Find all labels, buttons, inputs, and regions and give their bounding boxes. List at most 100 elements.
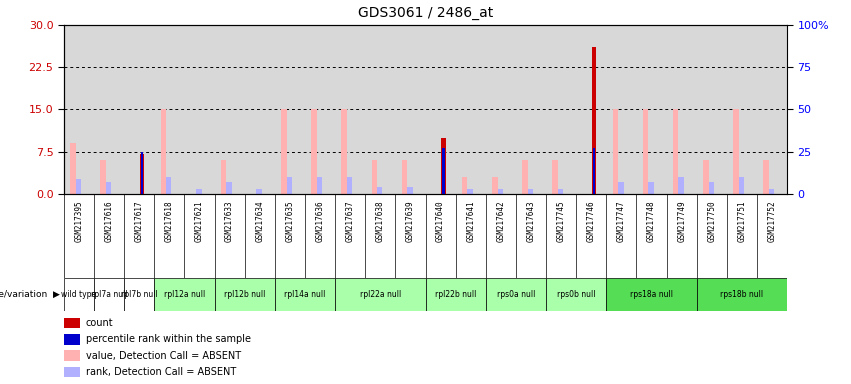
Bar <box>607 278 697 311</box>
Bar <box>593 148 596 194</box>
Bar <box>523 160 528 194</box>
Text: GSM217639: GSM217639 <box>406 201 415 242</box>
Text: wild type: wild type <box>61 290 96 299</box>
Bar <box>618 182 624 194</box>
Text: GSM217751: GSM217751 <box>738 201 746 242</box>
Text: GSM217745: GSM217745 <box>557 201 566 242</box>
Bar <box>648 182 654 194</box>
Text: GSM217637: GSM217637 <box>346 201 355 242</box>
Bar <box>141 152 143 194</box>
Bar <box>546 278 607 311</box>
Bar <box>281 109 287 194</box>
Text: rpl7b null: rpl7b null <box>121 290 157 299</box>
Text: genotype/variation  ▶: genotype/variation ▶ <box>0 290 60 299</box>
Text: rpl22b null: rpl22b null <box>435 290 477 299</box>
Bar <box>221 160 226 194</box>
Bar <box>697 278 787 311</box>
Text: GSM217636: GSM217636 <box>316 201 324 242</box>
Bar <box>347 177 352 194</box>
Bar <box>70 143 76 194</box>
Bar <box>166 177 171 194</box>
Bar <box>709 182 714 194</box>
Bar <box>124 278 154 311</box>
Bar <box>64 367 80 377</box>
Bar <box>673 109 678 194</box>
Bar <box>498 189 503 194</box>
Bar <box>402 160 407 194</box>
Bar <box>196 189 202 194</box>
Text: percentile rank within the sample: percentile rank within the sample <box>86 334 251 344</box>
Bar <box>256 189 262 194</box>
Bar <box>467 189 473 194</box>
Text: rpl12b null: rpl12b null <box>224 290 266 299</box>
Text: GSM217633: GSM217633 <box>226 201 234 242</box>
Bar <box>226 182 231 194</box>
Text: GSM217638: GSM217638 <box>376 201 385 242</box>
Bar <box>462 177 467 194</box>
Text: GSM217395: GSM217395 <box>74 201 83 242</box>
Bar <box>592 48 597 194</box>
Bar <box>335 278 426 311</box>
Bar <box>161 109 166 194</box>
Bar <box>341 109 347 194</box>
Bar <box>377 187 382 194</box>
Bar <box>106 182 111 194</box>
Text: rpl14a null: rpl14a null <box>284 290 326 299</box>
Text: GSM217752: GSM217752 <box>768 201 777 242</box>
Text: count: count <box>86 318 113 328</box>
Bar <box>528 189 533 194</box>
Bar <box>76 179 81 194</box>
Bar <box>100 160 106 194</box>
Text: rps18b null: rps18b null <box>721 290 763 299</box>
Bar <box>311 109 317 194</box>
Text: rpl7a null: rpl7a null <box>91 290 128 299</box>
Text: rpl22a null: rpl22a null <box>360 290 401 299</box>
Text: GSM217634: GSM217634 <box>255 201 264 242</box>
Bar <box>140 154 145 194</box>
Bar <box>557 189 563 194</box>
Text: GSM217641: GSM217641 <box>466 201 475 242</box>
Text: GSM217749: GSM217749 <box>677 201 686 242</box>
Text: GSM217617: GSM217617 <box>134 201 144 242</box>
Bar <box>94 278 124 311</box>
Bar <box>442 137 446 194</box>
Text: rank, Detection Call = ABSENT: rank, Detection Call = ABSENT <box>86 367 236 377</box>
Text: GSM217635: GSM217635 <box>285 201 294 242</box>
Bar <box>443 148 445 194</box>
Text: value, Detection Call = ABSENT: value, Detection Call = ABSENT <box>86 351 241 361</box>
Bar <box>64 334 80 344</box>
Text: GSM217643: GSM217643 <box>527 201 535 242</box>
Bar <box>154 278 214 311</box>
Bar <box>768 189 774 194</box>
Text: rps0b null: rps0b null <box>557 290 596 299</box>
Bar <box>407 187 413 194</box>
Text: GSM217616: GSM217616 <box>105 201 113 242</box>
Bar <box>763 160 768 194</box>
Bar <box>739 177 744 194</box>
Bar <box>317 177 323 194</box>
Bar <box>552 160 557 194</box>
Bar <box>643 109 648 194</box>
Text: rps0a null: rps0a null <box>497 290 535 299</box>
Bar <box>214 278 275 311</box>
Text: GSM217621: GSM217621 <box>195 201 204 242</box>
Text: GSM217642: GSM217642 <box>496 201 505 242</box>
Text: GSM217750: GSM217750 <box>707 201 717 242</box>
Bar <box>426 278 486 311</box>
Bar <box>613 109 618 194</box>
Bar <box>703 160 709 194</box>
Bar <box>678 177 684 194</box>
Bar <box>287 177 292 194</box>
Bar <box>486 278 546 311</box>
Text: GDS3061 / 2486_at: GDS3061 / 2486_at <box>358 6 493 20</box>
Bar <box>64 351 80 361</box>
Text: GSM217747: GSM217747 <box>617 201 625 242</box>
Text: rpl12a null: rpl12a null <box>163 290 205 299</box>
Text: GSM217618: GSM217618 <box>165 201 174 242</box>
Text: GSM217748: GSM217748 <box>647 201 656 242</box>
Bar <box>734 109 739 194</box>
Bar <box>492 177 498 194</box>
Bar <box>372 160 377 194</box>
Bar <box>64 278 94 311</box>
Bar <box>275 278 335 311</box>
